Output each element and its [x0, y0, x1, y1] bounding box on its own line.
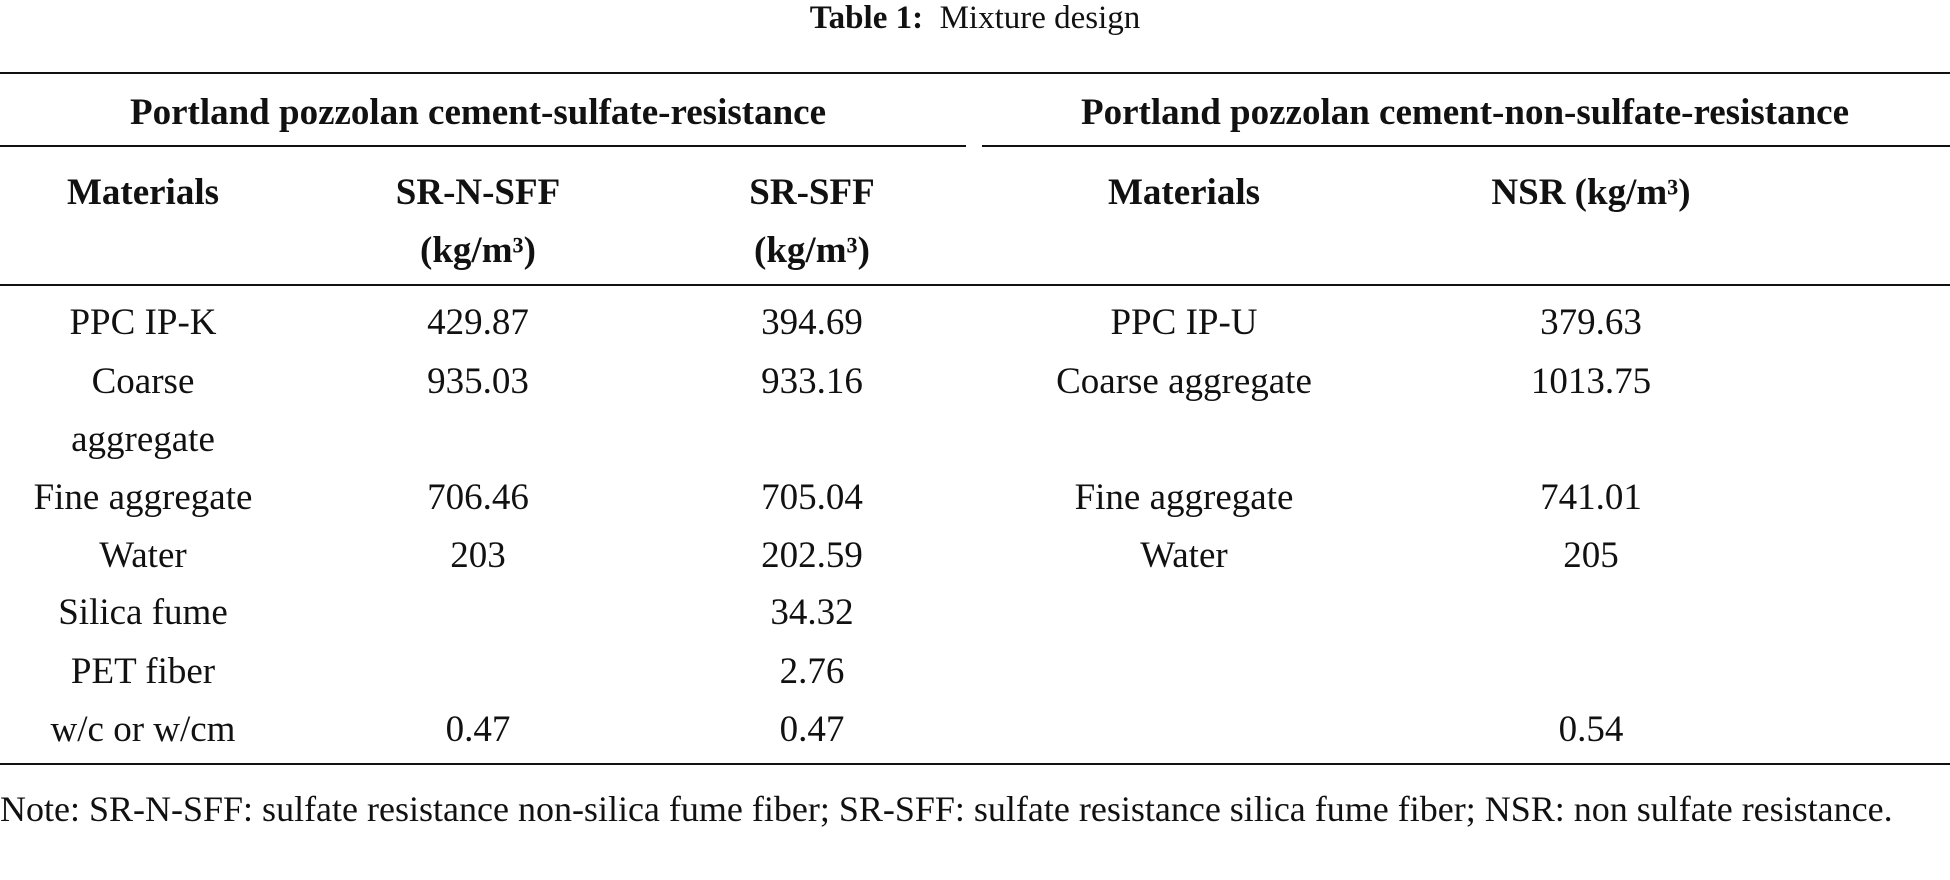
- material-cell: Coarse aggregate: [1056, 361, 1312, 402]
- group-header: Portland pozzolan cement-non-sulfate-res…: [1081, 92, 1849, 133]
- value-cell: 706.46: [427, 477, 529, 518]
- value-cell: 935.03: [427, 361, 529, 402]
- caption-text: Mixture design: [939, 0, 1141, 36]
- material-cell: Fine aggregate: [33, 477, 253, 518]
- group-rule: [0, 145, 966, 147]
- value-cell: 34.32: [770, 592, 854, 633]
- material-cell: PPC IP-U: [1110, 302, 1258, 343]
- value-cell: 0.54: [1558, 709, 1624, 750]
- header-rule: [0, 284, 1950, 286]
- caption-label: Table 1:: [809, 0, 924, 36]
- material-cell: w/c or w/cm: [50, 709, 236, 750]
- material-cell: Coarse aggregate: [71, 361, 215, 460]
- column-header: SR-SFF (kg/m³): [749, 172, 875, 271]
- column-header: Materials: [66, 172, 220, 213]
- table-caption: Table 1: Mixture design: [0, 0, 1950, 36]
- value-cell: 203: [450, 535, 506, 576]
- value-cell: 429.87: [427, 302, 529, 343]
- column-header: Materials: [1107, 172, 1261, 213]
- value-cell: 205: [1563, 535, 1619, 576]
- value-cell: 0.47: [779, 709, 845, 750]
- material-cell: Water: [1140, 535, 1228, 576]
- column-header: NSR (kg/m³): [1491, 172, 1691, 213]
- material-cell: PET fiber: [70, 651, 216, 692]
- value-cell: 933.16: [761, 361, 863, 402]
- column-header: SR-N-SFF (kg/m³): [395, 172, 561, 271]
- bottom-rule: [0, 763, 1950, 765]
- value-cell: 379.63: [1540, 302, 1642, 343]
- table-note: Note: SR-N-SFF: sulfate resistance non-s…: [0, 789, 1893, 829]
- top-rule: [0, 72, 1950, 74]
- material-cell: Silica fume: [58, 592, 228, 633]
- material-cell: Water: [99, 535, 187, 576]
- material-cell: PPC IP-K: [69, 302, 217, 343]
- value-cell: 202.59: [761, 535, 863, 576]
- group-rule: [982, 145, 1950, 147]
- value-cell: 2.76: [779, 651, 845, 692]
- group-header: Portland pozzolan cement-sulfate-resista…: [129, 92, 826, 133]
- value-cell: 0.47: [445, 709, 511, 750]
- value-cell: 705.04: [761, 477, 863, 518]
- value-cell: 1013.75: [1530, 361, 1652, 402]
- value-cell: 741.01: [1540, 477, 1642, 518]
- material-cell: Fine aggregate: [1074, 477, 1294, 518]
- value-cell: 394.69: [761, 302, 863, 343]
